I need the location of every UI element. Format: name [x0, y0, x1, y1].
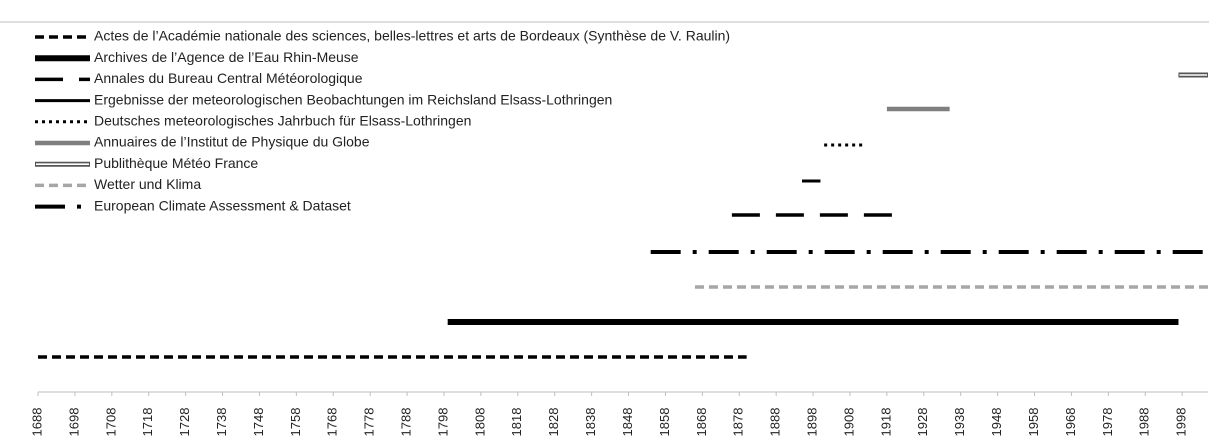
x-tick-label: 1798 — [435, 408, 450, 437]
x-tick-label: 1758 — [288, 408, 303, 437]
x-tick-label: 1808 — [472, 408, 487, 437]
x-tick-label: 1938 — [952, 408, 967, 437]
x-tick-label: 1768 — [325, 408, 340, 437]
x-tick-label: 1968 — [1063, 408, 1078, 437]
x-tick-label: 1738 — [214, 408, 229, 437]
x-tick-label: 1748 — [251, 408, 266, 437]
legend-label: Archives de l’Agence de l’Eau Rhin-Meuse — [94, 49, 359, 65]
x-tick-label: 1838 — [583, 408, 598, 437]
x-tick-label: 1688 — [29, 408, 44, 437]
x-tick-label: 1958 — [1026, 408, 1041, 437]
x-tick-label: 1788 — [399, 408, 414, 437]
x-tick-label: 1728 — [177, 408, 192, 437]
legend-label: European Climate Assessment & Dataset — [94, 197, 351, 213]
legend-label: Publithèque Météo France — [94, 155, 258, 171]
legend-label: Annales du Bureau Central Météorologique — [94, 70, 363, 86]
legend-label: Ergebnisse der meteorologischen Beobacht… — [94, 91, 612, 107]
x-tick-label: 1868 — [694, 408, 709, 437]
x-tick-label: 1698 — [66, 408, 81, 437]
x-tick-label: 1878 — [731, 408, 746, 437]
x-tick-label: 1918 — [878, 408, 893, 437]
x-tick-label: 1848 — [620, 408, 635, 437]
x-tick-label: 1858 — [657, 408, 672, 437]
legend-label: Deutsches meteorologisches Jahrbuch für … — [94, 113, 471, 129]
x-tick-label: 1898 — [805, 408, 820, 437]
x-tick-label: 1928 — [915, 408, 930, 437]
x-tick-label: 1708 — [103, 408, 118, 437]
x-tick-label: 1988 — [1137, 408, 1152, 437]
x-tick-label: 1778 — [362, 408, 377, 437]
x-tick-label: 1818 — [509, 408, 524, 437]
x-tick-label: 1948 — [989, 408, 1004, 437]
x-tick-label: 1888 — [768, 408, 783, 437]
legend-label: Wetter und Klima — [94, 176, 201, 192]
legend-label: Annuaires de l’Institut de Physique du G… — [94, 134, 370, 150]
x-tick-label: 1828 — [546, 408, 561, 437]
x-tick-label: 1978 — [1100, 408, 1115, 437]
x-tick-label: 1718 — [140, 408, 155, 437]
legend-label: Actes de l’Académie nationale des scienc… — [94, 28, 730, 44]
x-tick-label: 1908 — [841, 408, 856, 437]
x-tick-label: 1998 — [1174, 408, 1189, 437]
